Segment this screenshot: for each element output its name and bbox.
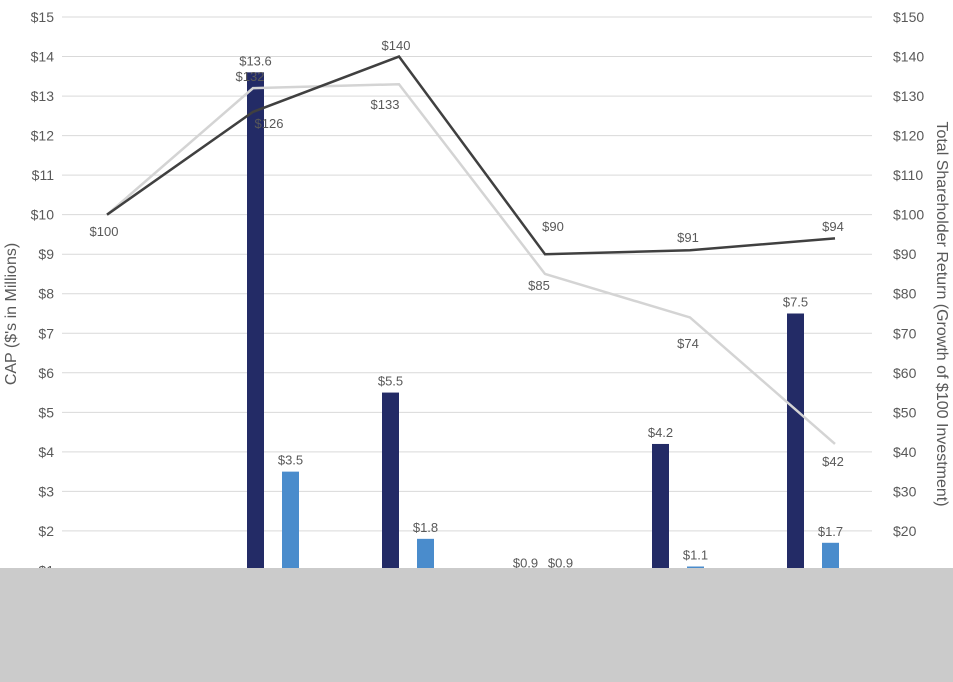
y-tick-label: $9 — [38, 246, 54, 262]
tsr-line-label: $42 — [822, 454, 844, 469]
bar-value-label: $7.5 — [783, 295, 808, 310]
y2-tick-label: $30 — [893, 483, 917, 499]
y-tick-label: $7 — [38, 325, 54, 341]
bar — [382, 392, 399, 610]
bar-value-label: $0.9 — [548, 555, 573, 570]
y-tick-label: $11 — [32, 167, 55, 183]
tsr-line-label: $74 — [677, 336, 699, 351]
y2-tick-label: $50 — [893, 404, 917, 420]
y2-tick-label: $150 — [893, 9, 924, 25]
occluding-overlay — [0, 568, 953, 682]
y2-tick-label: $120 — [893, 128, 924, 144]
tsr-line — [106, 82, 836, 445]
y-tick-label: $12 — [31, 128, 55, 144]
tsr-line-label: $85 — [528, 278, 550, 293]
y-tick-label: $14 — [31, 49, 55, 65]
y-tick-label: $6 — [38, 365, 54, 381]
y-tick-label: $8 — [38, 286, 54, 302]
axes: $15$14$13$12$11$10$9$8$7$6$5$4$3$2$1$150… — [31, 9, 925, 578]
data-labels: $13.6 $5.5 $4.2 $7.5 $3.5 $1.8 $0.9 $1.1 $1.7 $0.… — [90, 38, 844, 570]
gridlines — [62, 16, 872, 571]
bar-value-label: $5.5 — [378, 374, 403, 389]
y-tick-label: $13 — [31, 88, 55, 104]
y-tick-label: $2 — [38, 523, 54, 539]
y2-tick-label: $90 — [893, 246, 917, 262]
y-axis-title: CAP ($'s in Millions) — [3, 243, 20, 385]
bar-series — [247, 72, 839, 610]
tsr-lines — [106, 55, 836, 445]
y-tick-label: $10 — [31, 207, 55, 223]
tsr-line-label: $90 — [542, 219, 564, 234]
bar-value-label: $0.9 — [513, 555, 538, 570]
bar-value-label: $1.7 — [818, 524, 843, 539]
y2-tick-label: $60 — [893, 365, 917, 381]
bar-value-label: $1.1 — [683, 548, 708, 563]
bar-value-label: $3.5 — [278, 453, 303, 468]
y-tick-label: $15 — [31, 9, 55, 25]
y2-tick-label: $70 — [893, 325, 917, 341]
tsr-line-label: $132 — [236, 69, 265, 84]
bar-value-label: $13.6 — [239, 53, 272, 68]
y2-tick-label: $20 — [893, 523, 917, 539]
y-tick-label: $4 — [38, 444, 54, 460]
bar-value-label: $1.8 — [413, 520, 438, 535]
bar — [787, 313, 804, 610]
y2-axis-title: Total Shareholder Return (Growth of $100… — [933, 121, 950, 506]
y2-tick-label: $40 — [893, 444, 917, 460]
y2-tick-label: $110 — [893, 167, 923, 183]
y2-tick-label: $140 — [893, 49, 924, 65]
tsr-line-label: $91 — [677, 230, 699, 245]
tsr-line-label: $140 — [382, 38, 411, 53]
y-tick-label: $3 — [38, 483, 54, 499]
y2-tick-label: $100 — [893, 207, 924, 223]
y2-tick-label: $80 — [893, 286, 917, 302]
tsr-line-label: $126 — [255, 116, 284, 131]
bar-value-label: $4.2 — [648, 425, 673, 440]
y-tick-label: $5 — [38, 404, 54, 420]
y2-tick-label: $130 — [893, 88, 924, 104]
tsr-line — [106, 55, 836, 256]
tsr-line-label: $133 — [371, 97, 400, 112]
bar — [247, 72, 264, 610]
tsr-line-label: $100 — [90, 224, 119, 239]
tsr-line-label: $94 — [822, 219, 844, 234]
